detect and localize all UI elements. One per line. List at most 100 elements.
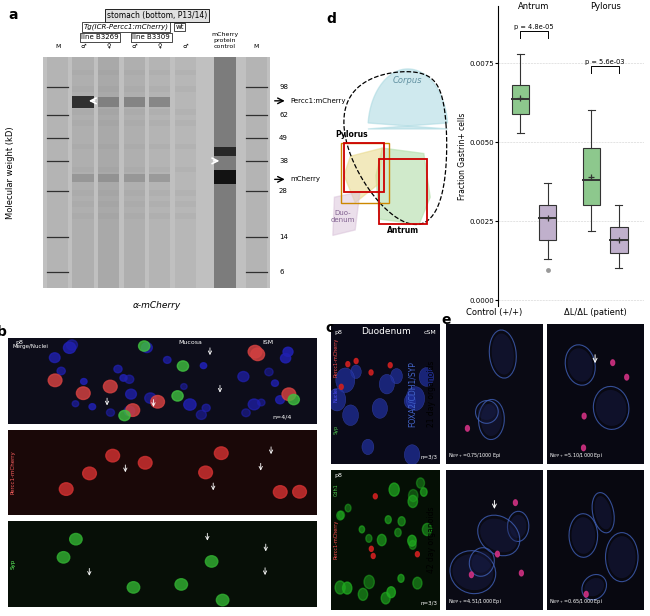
- Bar: [175, 86, 196, 92]
- Circle shape: [196, 410, 206, 419]
- Circle shape: [584, 591, 588, 597]
- Bar: [149, 97, 170, 107]
- Text: ♂: ♂: [131, 44, 137, 49]
- Circle shape: [177, 361, 188, 371]
- Text: Cdh1: Cdh1: [333, 484, 339, 496]
- Bar: [149, 57, 170, 288]
- Text: line B3269: line B3269: [81, 34, 119, 40]
- Bar: [175, 144, 196, 149]
- Bar: [610, 227, 628, 253]
- Circle shape: [404, 394, 415, 408]
- Circle shape: [214, 447, 228, 460]
- Bar: [98, 109, 120, 115]
- Circle shape: [83, 467, 96, 480]
- Text: mCherry
protein
control: mCherry protein control: [211, 32, 239, 49]
- Text: Tg(ICR-Percc1:mCherry): Tg(ICR-Percc1:mCherry): [83, 23, 168, 30]
- Circle shape: [358, 588, 368, 601]
- Bar: [246, 57, 267, 288]
- Text: Percc1-mCherry: Percc1-mCherry: [333, 520, 339, 559]
- Circle shape: [142, 342, 152, 352]
- Bar: [341, 143, 389, 203]
- Circle shape: [151, 395, 164, 408]
- Bar: [149, 174, 170, 182]
- Bar: [175, 109, 196, 115]
- Text: d: d: [326, 12, 336, 26]
- Bar: [8, 521, 317, 607]
- Bar: [583, 148, 600, 205]
- Bar: [512, 85, 529, 113]
- Text: Pylorus: Pylorus: [335, 130, 369, 139]
- Bar: [98, 121, 120, 126]
- Text: Pylorus: Pylorus: [590, 2, 621, 11]
- Bar: [149, 144, 170, 149]
- Bar: [98, 70, 120, 75]
- Text: ♀: ♀: [107, 44, 111, 49]
- Text: p = 4.8e-05: p = 4.8e-05: [514, 24, 554, 30]
- Bar: [47, 57, 68, 288]
- Bar: [214, 147, 236, 156]
- Text: p8: p8: [16, 340, 24, 345]
- Circle shape: [265, 368, 273, 376]
- Bar: [175, 121, 196, 126]
- Bar: [124, 109, 145, 115]
- Bar: [8, 338, 317, 424]
- Bar: [73, 174, 94, 182]
- Circle shape: [77, 387, 90, 400]
- Bar: [124, 70, 145, 75]
- Circle shape: [398, 575, 404, 582]
- Text: Antrum: Antrum: [387, 225, 419, 235]
- Bar: [149, 86, 170, 92]
- Circle shape: [398, 517, 405, 526]
- Bar: [73, 201, 94, 207]
- Circle shape: [272, 380, 278, 386]
- Bar: [214, 121, 236, 126]
- Text: 49: 49: [279, 135, 288, 141]
- Circle shape: [251, 348, 265, 360]
- Circle shape: [391, 368, 402, 384]
- Circle shape: [410, 540, 416, 549]
- Circle shape: [48, 374, 62, 387]
- Bar: [73, 70, 94, 75]
- Bar: [73, 167, 94, 172]
- Circle shape: [408, 495, 417, 508]
- Text: 38: 38: [279, 158, 288, 164]
- Text: p = 5.6e-03: p = 5.6e-03: [586, 59, 625, 65]
- Circle shape: [362, 439, 374, 455]
- Text: 42 day organoids: 42 day organoids: [427, 506, 436, 573]
- Ellipse shape: [491, 333, 514, 375]
- Circle shape: [281, 354, 291, 363]
- Bar: [98, 201, 120, 207]
- Bar: [149, 121, 170, 126]
- Circle shape: [336, 368, 355, 392]
- Bar: [73, 121, 94, 126]
- Text: Percc1-mCherry: Percc1-mCherry: [333, 338, 339, 377]
- Bar: [149, 201, 170, 207]
- Circle shape: [369, 546, 373, 551]
- Bar: [124, 97, 145, 107]
- Bar: [175, 201, 196, 207]
- Circle shape: [103, 380, 117, 393]
- Bar: [175, 190, 196, 195]
- Ellipse shape: [452, 554, 493, 590]
- Text: 98: 98: [279, 84, 288, 90]
- Circle shape: [373, 494, 377, 499]
- Circle shape: [199, 466, 213, 479]
- Text: 14: 14: [279, 234, 288, 240]
- Circle shape: [145, 393, 156, 403]
- Circle shape: [338, 511, 344, 519]
- Circle shape: [248, 399, 260, 410]
- Bar: [214, 70, 236, 75]
- Circle shape: [335, 581, 345, 594]
- Bar: [73, 144, 94, 149]
- Text: Stomach (Corpus): Stomach (Corpus): [122, 328, 203, 337]
- Bar: [98, 213, 120, 219]
- Circle shape: [283, 347, 293, 356]
- Circle shape: [611, 360, 615, 365]
- Circle shape: [288, 394, 300, 405]
- Bar: [379, 159, 427, 224]
- Text: ♂: ♂: [81, 44, 86, 49]
- Circle shape: [366, 535, 372, 542]
- Bar: [124, 167, 145, 172]
- Bar: [124, 190, 145, 195]
- Text: Syp: Syp: [10, 559, 15, 569]
